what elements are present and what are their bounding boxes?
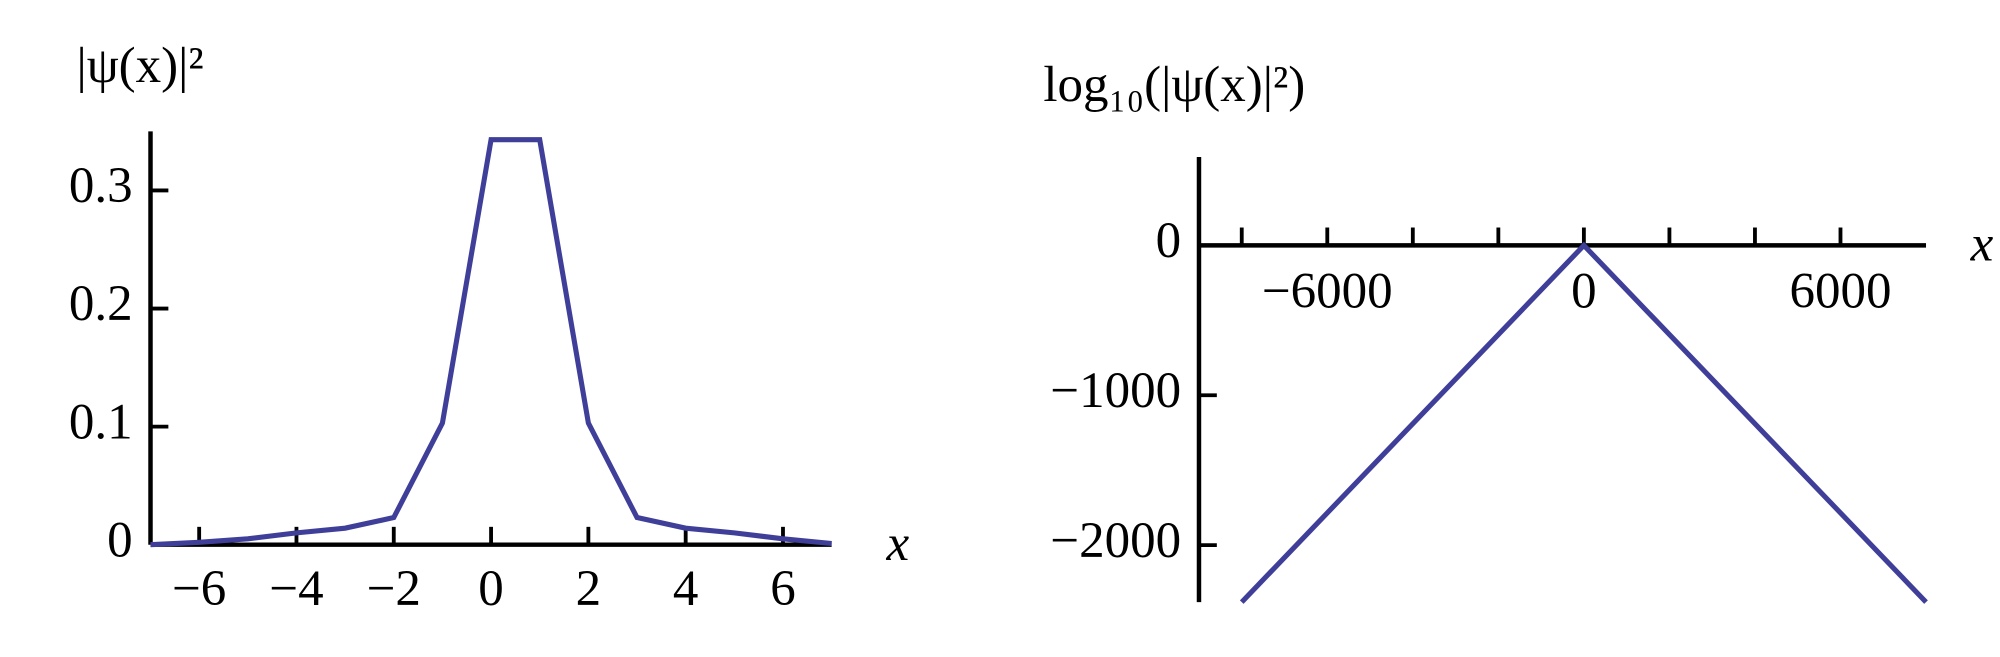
x-tick-label: 2 [576,561,602,617]
y-axis-title: log₁₀(|ψ(x)|²) [1043,57,1305,113]
y-tick-label: 0.2 [69,276,133,332]
data-line [150,137,832,548]
x-tick-label: 0 [478,561,504,617]
x-tick-label: 6000 [1789,264,1891,320]
data-line [1239,241,1928,604]
y-tick-label: −1000 [1050,363,1181,419]
x-tick-label: −4 [269,561,323,617]
y-tick-label: 0 [1156,213,1182,269]
x-tick-label: 6 [770,561,796,617]
x-tick-label: −2 [367,561,421,617]
x-axis-title: x [885,516,909,572]
x-tick-label: −6000 [1262,264,1393,320]
y-tick-label: 0.1 [69,394,133,450]
x-axis-title: x [1970,216,1994,272]
x-tick-label: 0 [1571,264,1597,320]
x-tick-label: 4 [673,561,699,617]
y-tick-label: −2000 [1050,513,1181,569]
y-axis-title: |ψ(x)|² [77,38,204,94]
y-tick-label: 0.3 [69,158,133,214]
y-tick-label: 0 [107,512,133,568]
x-tick-label: −6 [172,561,226,617]
